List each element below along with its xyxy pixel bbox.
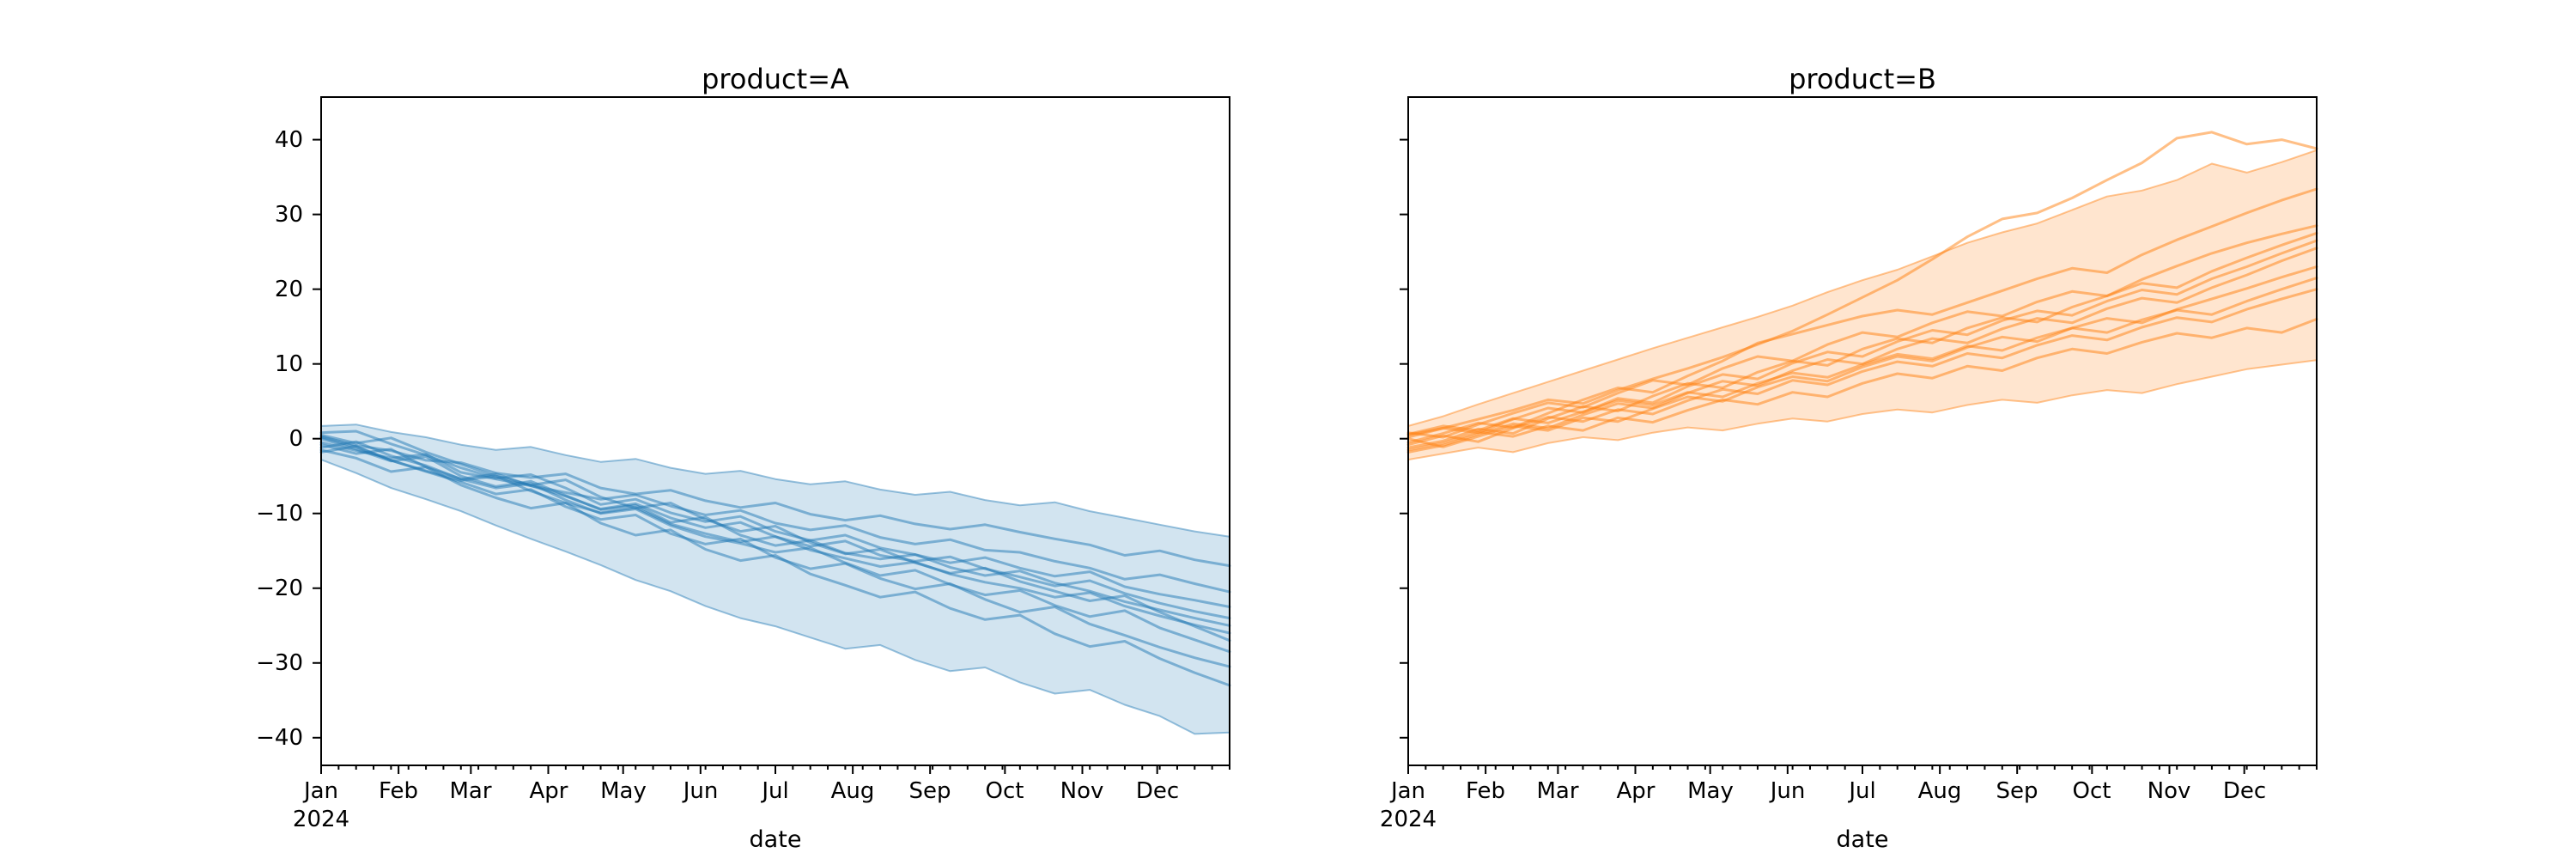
x-tick-label: Dec	[2222, 778, 2267, 804]
series-line-4	[1406, 231, 2318, 449]
x-tick-label: Jan	[303, 778, 339, 804]
confidence-band	[1407, 149, 2318, 461]
series-line-1	[319, 435, 1231, 568]
y-tick-label: −40	[256, 725, 303, 751]
series-line-8	[319, 443, 1231, 654]
x-tick-label: Sep	[908, 778, 951, 804]
y-tick-label: −30	[256, 650, 303, 676]
x-tick-label: Mar	[449, 778, 492, 804]
series-line-7	[319, 433, 1231, 643]
series-line-9	[319, 436, 1231, 668]
series-line-10	[1406, 318, 2318, 452]
series-line-9	[1406, 288, 2318, 447]
x-tick-label: May	[1687, 778, 1734, 804]
x-tick-label: Oct	[985, 778, 1024, 804]
series-line-6	[319, 444, 1231, 635]
x-tick-label: Oct	[2072, 778, 2111, 804]
series-line-2	[319, 441, 1231, 594]
x-tick-label: Aug	[1917, 778, 1962, 804]
x-tick-label: Jun	[1770, 778, 1806, 804]
x-tick-label: Apr	[529, 778, 568, 804]
panel-a-xaxis-label: date	[749, 826, 802, 853]
x-tick-label: Jun	[683, 778, 719, 804]
panel-product-b	[1400, 96, 2318, 774]
y-tick-label: 10	[274, 351, 303, 377]
y-tick-label: 30	[274, 202, 303, 228]
y-tick-label: 20	[274, 277, 303, 302]
x-tick-label: Mar	[1536, 778, 1579, 804]
x-tick-label: Apr	[1616, 778, 1656, 804]
x-tick-label: Dec	[1135, 778, 1180, 804]
x-tick-label: Feb	[1465, 778, 1506, 804]
x-tick-label: May	[600, 778, 647, 804]
x-tick-label: Aug	[830, 778, 875, 804]
y-tick-label: 40	[274, 127, 303, 153]
series-line-5	[1406, 239, 2318, 439]
panel-b-year-label: 2024	[1379, 807, 1437, 832]
series-line-1	[1406, 131, 2318, 436]
series-line-3	[319, 430, 1231, 608]
x-tick-label: Nov	[1060, 778, 1104, 804]
y-tick-label: 0	[289, 426, 303, 452]
panel-a-title: product=A	[702, 63, 849, 95]
y-tick-label: −20	[256, 576, 303, 601]
x-tick-label: Nov	[2147, 778, 2191, 804]
y-tick-label: −10	[256, 501, 303, 527]
panel-b-xaxis-label: date	[1836, 826, 1889, 853]
panel-b-title: product=B	[1789, 63, 1936, 95]
x-tick-label: Jul	[1849, 778, 1876, 804]
x-tick-label: Sep	[1996, 778, 2038, 804]
x-tick-label: Jul	[762, 778, 789, 804]
x-tick-label: Jan	[1390, 778, 1426, 804]
x-tick-label: Feb	[378, 778, 419, 804]
panel-product-a	[313, 96, 1231, 774]
series-line-3	[1406, 224, 2318, 439]
panel-a-year-label: 2024	[292, 807, 350, 832]
series-line-10	[319, 448, 1231, 687]
